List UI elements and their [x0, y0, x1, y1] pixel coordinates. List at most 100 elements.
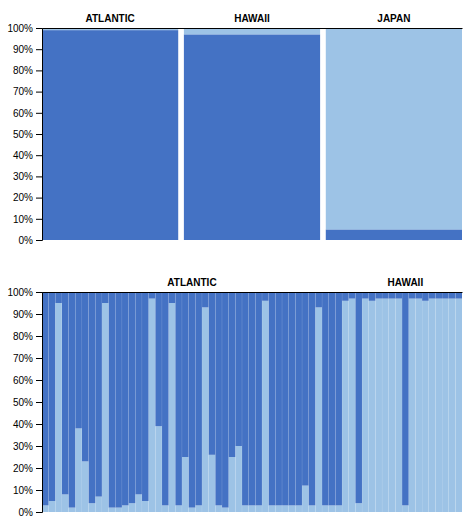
bar-segment	[169, 292, 176, 303]
bar-segment	[222, 508, 229, 512]
chart-root: 0%10%20%30%40%50%60%70%80%90%100%ATLANTI…	[0, 0, 474, 528]
tick-mark	[36, 28, 42, 29]
bar-segment	[302, 292, 309, 486]
tick-label: 80%	[13, 65, 33, 76]
bar-segment	[289, 292, 296, 505]
bar-segment	[335, 292, 342, 505]
y-axis: 0%10%20%30%40%50%60%70%80%90%100%	[7, 287, 42, 518]
bar-segment	[249, 292, 256, 505]
bar-segment	[242, 505, 249, 512]
bar-segment	[229, 457, 236, 512]
bar-segment	[269, 505, 276, 512]
bar-segment	[75, 428, 82, 512]
tick-label: 90%	[13, 44, 33, 55]
tick-mark	[36, 219, 42, 220]
tick-label: 70%	[13, 86, 33, 97]
bar-segment	[49, 501, 56, 512]
bar-segment	[326, 229, 462, 240]
bar-segment	[275, 505, 282, 512]
bar-segment	[155, 426, 162, 512]
bar-segment	[75, 292, 82, 428]
bar-segment	[109, 292, 116, 508]
category-label: JAPAN	[377, 13, 410, 24]
bar-segment	[189, 292, 196, 508]
tick: 20%	[13, 463, 42, 474]
bar-segment	[95, 497, 102, 512]
bar-segment	[309, 292, 316, 505]
tick-label: 20%	[13, 192, 33, 203]
tick-mark	[36, 380, 42, 381]
bar-segment	[342, 292, 349, 301]
bar-segment	[102, 292, 109, 303]
bar-segment	[209, 292, 216, 455]
tick-label: 10%	[13, 485, 33, 496]
tick: 50%	[13, 397, 42, 408]
bar-segment	[429, 299, 436, 512]
bar-segment	[182, 292, 189, 457]
bar-segment	[235, 292, 242, 446]
tick-mark	[36, 92, 42, 93]
series	[42, 28, 462, 229]
bar-segment	[242, 292, 249, 505]
bar-segment	[95, 292, 102, 497]
tick-mark	[36, 155, 42, 156]
bar-segment	[55, 292, 62, 303]
bar-segment	[402, 292, 409, 505]
category-label: HAWAII	[234, 13, 270, 24]
y-axis: 0%10%20%30%40%50%60%70%80%90%100%	[7, 23, 42, 246]
tick-label: 0%	[19, 507, 34, 518]
bar-segment	[122, 505, 129, 512]
bar-segment	[189, 508, 196, 512]
bar-segment	[315, 307, 322, 512]
bar-segment	[255, 505, 262, 512]
bar-segment	[255, 292, 262, 505]
panel: 0%10%20%30%40%50%60%70%80%90%100%ATLANTI…	[7, 13, 462, 246]
bar-segment	[295, 292, 302, 505]
tick-mark	[36, 292, 42, 293]
bar-segment	[195, 292, 202, 505]
bar-segment	[355, 503, 362, 512]
tick: HAWAII	[234, 13, 270, 28]
tick: 30%	[13, 171, 42, 182]
bar-segment	[109, 508, 116, 512]
bar-segment	[295, 505, 302, 512]
tick-mark	[36, 198, 42, 199]
bar-segment	[389, 299, 396, 512]
tick-label: 0%	[19, 235, 34, 246]
bar-segment	[442, 299, 449, 512]
bar-segment	[449, 299, 456, 512]
bar-segment	[42, 30, 178, 240]
bar-segment	[69, 292, 76, 508]
tick-mark	[36, 176, 42, 177]
tick: 30%	[13, 441, 42, 452]
bar-segment	[375, 299, 382, 512]
tick-label: 40%	[13, 150, 33, 161]
bar-segment	[415, 299, 422, 512]
bar-segment	[395, 299, 402, 512]
bar-segment	[162, 292, 169, 505]
bar-segment	[262, 301, 269, 512]
bar-segment	[55, 303, 62, 512]
tick: 50%	[13, 129, 42, 140]
tick-mark	[36, 336, 42, 337]
tick-label: 30%	[13, 441, 33, 452]
bar-segment	[409, 299, 416, 512]
tick: 90%	[13, 44, 42, 55]
tick-mark	[36, 512, 42, 513]
tick: 60%	[13, 108, 42, 119]
bar-segment	[62, 292, 69, 494]
bar-segment	[129, 292, 136, 503]
tick-mark	[36, 358, 42, 359]
tick-mark	[36, 240, 42, 241]
tick: 90%	[13, 309, 42, 320]
bar-segment	[235, 446, 242, 512]
bar-segment	[282, 292, 289, 505]
tick-label: 70%	[13, 353, 33, 364]
tick-mark	[36, 134, 42, 135]
tick: 60%	[13, 375, 42, 386]
bar-segment	[89, 292, 96, 503]
bar-segment	[309, 505, 316, 512]
bar-segment	[215, 292, 222, 505]
x-axis: ATLANTICHAWAII	[43, 277, 463, 293]
tick: 0%	[19, 507, 42, 518]
